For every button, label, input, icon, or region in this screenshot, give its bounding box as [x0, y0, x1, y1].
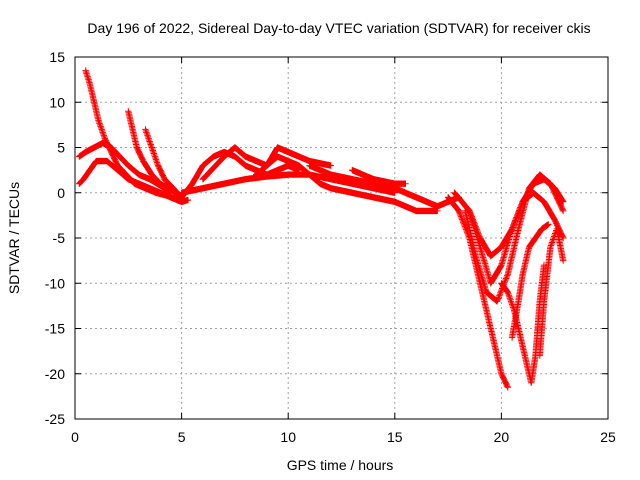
x-tick-label: 20 [494, 429, 510, 445]
series-markers [76, 157, 192, 205]
series-arc-16 [498, 261, 548, 386]
series-arc-7 [178, 171, 398, 196]
data-layer [76, 67, 567, 391]
series-arc-15 [466, 189, 567, 287]
x-tick-label: 25 [600, 429, 616, 445]
y-tick-label: 15 [49, 49, 65, 65]
series-arc-10 [306, 162, 462, 210]
chart-title: Day 196 of 2022, Sidereal Day-to-day VTE… [87, 20, 590, 36]
y-axis-label: SDTVAR / TECUs [6, 182, 22, 294]
series-arc-17 [508, 221, 552, 341]
series-markers [178, 171, 398, 196]
x-tick-label: 0 [71, 429, 79, 445]
series-markers [466, 189, 567, 287]
y-tick-label: -15 [45, 321, 65, 337]
y-tick-label: -10 [45, 275, 65, 291]
series-markers [349, 166, 409, 187]
y-tick-label: 10 [49, 94, 65, 110]
series-markers [536, 225, 567, 359]
x-tick-label: 10 [280, 429, 296, 445]
series-arc-8 [199, 144, 334, 183]
y-tick-label: 0 [57, 185, 65, 201]
series-arc-9 [253, 153, 441, 215]
x-axis-label: GPS time / hours [287, 457, 394, 473]
series-markers [142, 126, 185, 201]
y-tick-label: -25 [45, 411, 65, 427]
series-arc-3 [76, 157, 192, 205]
series-markers [253, 153, 441, 215]
series-markers [508, 221, 552, 341]
y-tick-label: -5 [53, 230, 66, 246]
tick-layer: 0 5 10 15 20 25 -25 -20 -15 -10 -5 0 5 10 15 [45, 49, 616, 445]
series-arc-11 [349, 166, 409, 187]
y-tick-label: 5 [57, 140, 65, 156]
series-markers [498, 261, 548, 386]
x-tick-label: 15 [387, 429, 403, 445]
series-arc-18 [536, 225, 567, 359]
series-markers [306, 162, 462, 210]
y-tick-label: -20 [45, 366, 65, 382]
series-arc-5 [142, 126, 185, 201]
x-tick-label: 5 [178, 429, 186, 445]
series-markers [199, 144, 334, 183]
